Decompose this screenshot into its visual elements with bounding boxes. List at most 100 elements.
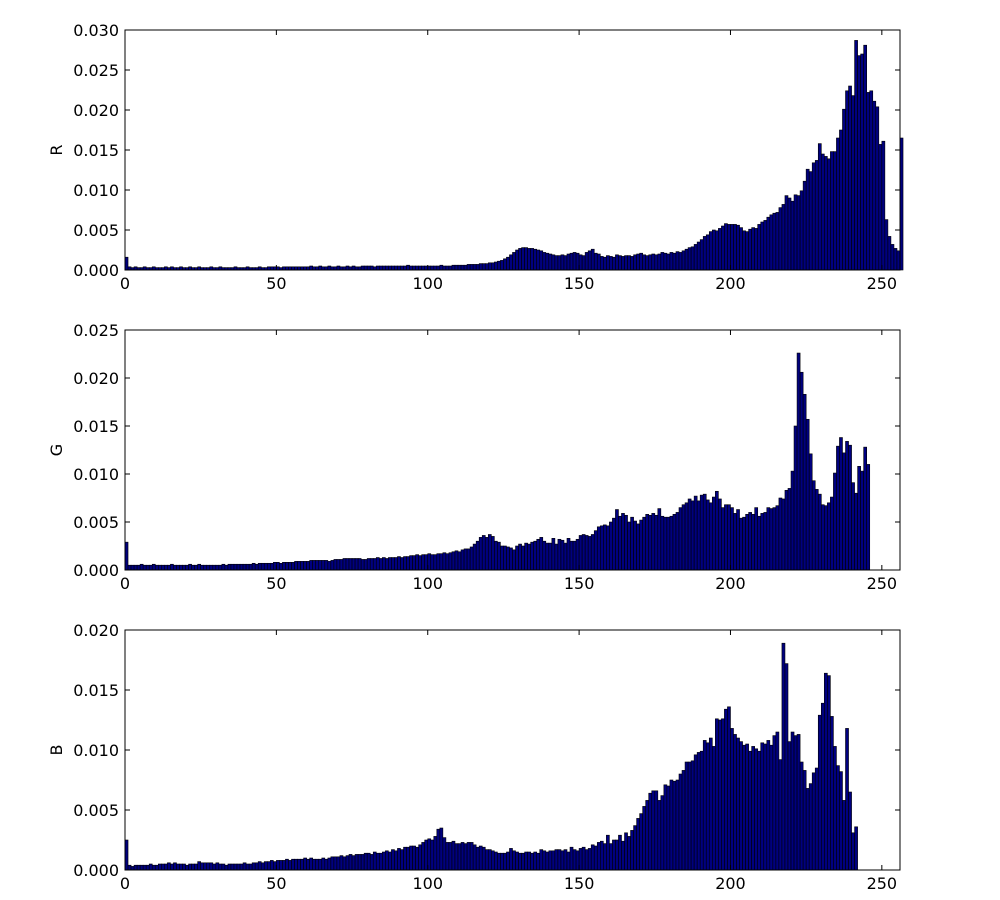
bar-b-172 (645, 800, 650, 871)
bar-b-136 (536, 852, 541, 871)
bar-b-205 (745, 743, 749, 871)
bar-r-123 (497, 260, 501, 271)
bar-b-234 (833, 746, 837, 871)
bar-r-241 (854, 40, 858, 271)
bar-b-95 (412, 845, 416, 871)
bar-b-10 (154, 864, 159, 871)
bar-g-139 (545, 542, 550, 571)
x-tick-label-b-4: 200 (715, 874, 746, 893)
bar-b-28 (209, 862, 214, 871)
bar-b-88 (391, 849, 395, 871)
bar-g-237 (842, 452, 846, 571)
bar-b-46 (263, 861, 268, 871)
bar-g-62 (312, 560, 317, 571)
bar-r-200 (730, 224, 734, 271)
bar-r-210 (760, 221, 765, 271)
bar-b-167 (630, 830, 634, 871)
bar-b-227 (811, 772, 816, 871)
bar-g-118 (481, 535, 486, 571)
bar-r-219 (787, 197, 792, 271)
y-tick-label-r-3: 0.015 (73, 141, 119, 160)
bar-g-29 (212, 564, 217, 571)
bar-b-85 (382, 851, 386, 871)
bar-b-187 (690, 760, 695, 871)
bar-g-123 (497, 541, 501, 571)
bar-g-221 (793, 425, 798, 571)
bar-r-92 (403, 265, 407, 271)
bar-b-175 (654, 790, 659, 871)
bar-r-221 (793, 194, 798, 271)
bar-g-39 (242, 563, 247, 571)
bar-g-92 (403, 556, 407, 571)
bar-g-152 (584, 535, 589, 571)
bar-b-17 (176, 863, 180, 871)
bar-g-27 (206, 564, 211, 571)
bar-r-101 (430, 265, 435, 271)
bar-b-229 (817, 714, 822, 871)
bar-g-102 (433, 554, 438, 571)
bar-g-60 (306, 561, 310, 571)
bar-r-179 (666, 253, 671, 271)
bar-b-82 (372, 851, 377, 871)
bar-b-90 (397, 848, 401, 871)
bar-b-36 (233, 863, 238, 871)
bar-g-7 (145, 564, 150, 571)
bar-r-64 (318, 265, 323, 271)
bar-b-166 (627, 836, 631, 871)
bar-r-143 (557, 255, 562, 271)
bar-g-156 (596, 526, 601, 571)
histogram-panel-r: 0 50 100 150 200 250 0.000 0.005 0.010 0.015 0.020… (47, 21, 904, 293)
bar-b-71 (339, 855, 344, 871)
bar-r-83 (375, 265, 380, 271)
y-tick-label-g-0: 0.000 (73, 561, 119, 580)
bar-b-30 (215, 862, 220, 871)
x-tick-label-g-5: 250 (867, 574, 898, 593)
bar-b-91 (400, 849, 404, 871)
bar-g-35 (230, 563, 235, 571)
bar-b-4 (136, 864, 141, 871)
bar-g-177 (660, 515, 665, 571)
bar-g-138 (542, 540, 547, 571)
bar-g-180 (669, 515, 674, 571)
bar-r-201 (733, 224, 737, 271)
bar-b-1 (127, 864, 132, 871)
bar-r-153 (587, 250, 592, 271)
bar-g-116 (475, 540, 480, 571)
bar-r-152 (584, 252, 589, 271)
bar-g-193 (708, 502, 713, 571)
bar-b-83 (375, 852, 380, 871)
bar-b-216 (778, 759, 783, 871)
bar-b-198 (724, 708, 728, 871)
bar-b-133 (527, 851, 531, 871)
bar-g-184 (681, 504, 686, 571)
bar-g-44 (257, 562, 262, 571)
bar-g-17 (176, 564, 180, 571)
bar-r-75 (351, 265, 356, 271)
bar-g-230 (820, 504, 825, 571)
bar-r-178 (663, 252, 668, 271)
bar-g-59 (303, 561, 307, 571)
y-tick-label-b-3: 0.015 (73, 681, 119, 700)
bar-g-145 (563, 542, 568, 571)
bar-g-211 (763, 512, 768, 571)
bar-g-24 (197, 563, 201, 571)
bar-r-192 (705, 234, 710, 271)
bar-g-6 (142, 564, 147, 571)
bar-g-72 (342, 558, 347, 571)
bar-b-73 (345, 855, 350, 871)
bar-r-188 (693, 244, 698, 271)
bar-g-181 (672, 514, 677, 571)
bar-b-233 (830, 716, 834, 871)
bar-b-217 (781, 642, 786, 871)
x-tick-label-r-5: 250 (867, 274, 898, 293)
bar-b-26 (203, 862, 208, 871)
x-tick-label-b-5: 250 (867, 874, 898, 893)
bar-b-18 (179, 863, 183, 871)
bar-r-115 (472, 264, 477, 271)
bar-b-117 (478, 845, 483, 871)
bar-g-65 (321, 560, 326, 571)
bar-b-66 (324, 858, 329, 871)
bar-g-103 (436, 553, 441, 571)
bar-b-6 (142, 864, 147, 871)
bar-b-68 (330, 856, 335, 871)
